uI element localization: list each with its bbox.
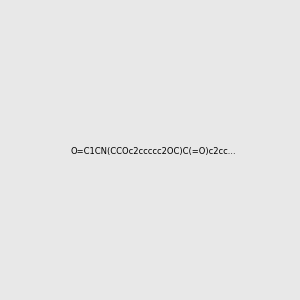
Text: O=C1CN(CCOc2ccccc2OC)C(=O)c2cc...: O=C1CN(CCOc2ccccc2OC)C(=O)c2cc... [71,147,237,156]
